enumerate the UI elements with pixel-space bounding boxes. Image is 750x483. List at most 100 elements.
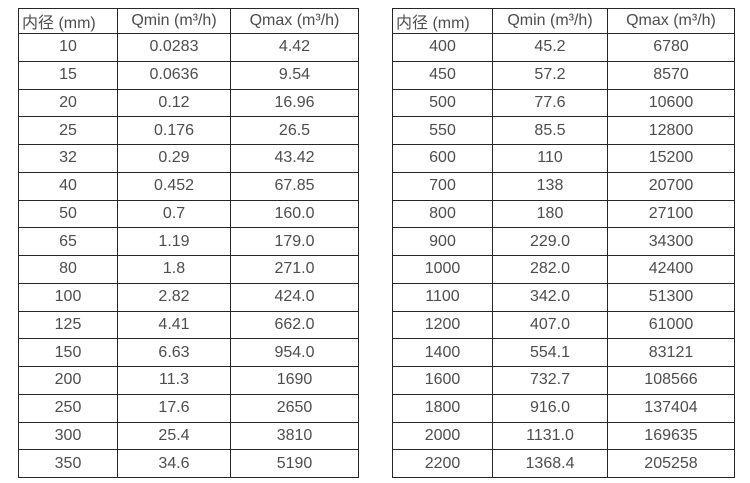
qmax-cell: 179.0	[230, 227, 359, 256]
table-row: 400 45.2 6780	[392, 33, 735, 62]
table-row: 25 0.176 26.5	[18, 116, 359, 145]
table-row: 350 34.6 5190	[18, 449, 359, 478]
table-row: 150 6.63 954.0	[18, 338, 359, 367]
qmax-cell: 61000	[607, 310, 735, 340]
flow-spec-table-small-diameters: 内径 (mm) Qmin (m³/h) Qmax (m³/h) 10 0.0283…	[18, 8, 359, 478]
qmin-cell: 0.176	[117, 116, 231, 145]
qmax-cell: 8570	[607, 60, 735, 90]
diameter-cell: 50	[18, 199, 118, 229]
qmin-cell: 2.82	[117, 282, 231, 312]
qmin-cell: 6.63	[117, 338, 231, 367]
table-row: 800 180 27100	[392, 199, 735, 229]
diameter-cell: 1400	[392, 338, 493, 367]
table-row: 125 4.41 662.0	[18, 310, 359, 340]
qmin-cell: 4.41	[117, 310, 231, 340]
qmax-cell: 27100	[607, 199, 735, 229]
qmax-cell: 43.42	[230, 144, 359, 173]
diameter-cell: 1800	[392, 393, 493, 423]
diameter-cell: 500	[392, 88, 493, 118]
table-row: 80 1.8 271.0	[18, 255, 359, 284]
qmax-cell: 3810	[230, 421, 359, 451]
qmin-cell: 1.19	[117, 227, 231, 256]
qmax-cell: 42400	[607, 255, 735, 284]
table-row: 20 0.12 16.96	[18, 88, 359, 118]
qmin-cell: 180	[492, 199, 608, 229]
qmin-cell: 138	[492, 171, 608, 201]
qmin-cell: 229.0	[492, 227, 608, 256]
diameter-cell: 900	[392, 227, 493, 256]
qmax-cell: 51300	[607, 282, 735, 312]
diameter-cell: 400	[392, 33, 493, 62]
diameter-cell: 200	[18, 366, 118, 395]
diameter-column-header: 内径 (mm)	[392, 8, 493, 34]
diameter-cell: 25	[18, 116, 118, 145]
table-row: 15 0.0636 9.54	[18, 60, 359, 90]
qmax-cell: 26.5	[230, 116, 359, 145]
qmax-cell: 34300	[607, 227, 735, 256]
header-row: 内径 (mm) Qmin (m³/h) Qmax (m³/h)	[18, 8, 359, 34]
qmax-cell: 12800	[607, 116, 735, 145]
diameter-cell: 550	[392, 116, 493, 145]
qmin-cell: 1368.4	[492, 449, 608, 478]
diameter-cell: 800	[392, 199, 493, 229]
qmin-column-header: Qmin (m³/h)	[492, 8, 608, 34]
diameter-cell: 2000	[392, 421, 493, 451]
diameter-cell: 600	[392, 144, 493, 173]
diameter-cell: 32	[18, 144, 118, 173]
qmax-cell: 424.0	[230, 282, 359, 312]
diameter-cell: 1200	[392, 310, 493, 340]
table-row: 2000 1131.0 169635	[392, 421, 735, 451]
qmin-cell: 0.0636	[117, 60, 231, 90]
qmin-cell: 77.6	[492, 88, 608, 118]
qmax-cell: 5190	[230, 449, 359, 478]
table-row: 700 138 20700	[392, 171, 735, 201]
qmax-cell: 137404	[607, 393, 735, 423]
qmin-cell: 0.29	[117, 144, 231, 173]
table-row: 2200 1368.4 205258	[392, 449, 735, 478]
table-row: 40 0.452 67.85	[18, 171, 359, 201]
diameter-cell: 1600	[392, 366, 493, 395]
qmax-cell: 2650	[230, 393, 359, 423]
diameter-column-header: 内径 (mm)	[18, 8, 118, 34]
qmin-cell: 1131.0	[492, 421, 608, 451]
qmin-cell: 282.0	[492, 255, 608, 284]
table-row: 1400 554.1 83121	[392, 338, 735, 367]
table-row: 1200 407.0 61000	[392, 310, 735, 340]
table-row: 1000 282.0 42400	[392, 255, 735, 284]
table-row: 65 1.19 179.0	[18, 227, 359, 256]
table-row: 200 11.3 1690	[18, 366, 359, 395]
diameter-cell: 1000	[392, 255, 493, 284]
flow-spec-table-large-diameters: 内径 (mm) Qmin (m³/h) Qmax (m³/h) 400 45.2 6…	[392, 8, 735, 478]
qmax-cell: 160.0	[230, 199, 359, 229]
table-row: 50 0.7 160.0	[18, 199, 359, 229]
qmax-cell: 10600	[607, 88, 735, 118]
diameter-cell: 10	[18, 33, 118, 62]
diameter-cell: 100	[18, 282, 118, 312]
table-row: 250 17.6 2650	[18, 393, 359, 423]
qmax-column-header: Qmax (m³/h)	[230, 8, 359, 34]
qmin-cell: 85.5	[492, 116, 608, 145]
qmax-cell: 271.0	[230, 255, 359, 284]
diameter-cell: 2200	[392, 449, 493, 478]
table-row: 10 0.0283 4.42	[18, 33, 359, 62]
qmin-cell: 110	[492, 144, 608, 173]
diameter-cell: 20	[18, 88, 118, 118]
diameter-cell: 40	[18, 171, 118, 201]
qmin-cell: 0.12	[117, 88, 231, 118]
table-row: 300 25.4 3810	[18, 421, 359, 451]
diameter-cell: 125	[18, 310, 118, 340]
qmax-cell: 67.85	[230, 171, 359, 201]
diameter-cell: 700	[392, 171, 493, 201]
diameter-cell: 65	[18, 227, 118, 256]
qmin-cell: 554.1	[492, 338, 608, 367]
diameter-cell: 450	[392, 60, 493, 90]
qmin-cell: 1.8	[117, 255, 231, 284]
table-row: 1100 342.0 51300	[392, 282, 735, 312]
qmin-cell: 34.6	[117, 449, 231, 478]
qmax-cell: 16.96	[230, 88, 359, 118]
qmin-cell: 732.7	[492, 366, 608, 395]
qmin-cell: 0.7	[117, 199, 231, 229]
table-row: 100 2.82 424.0	[18, 282, 359, 312]
qmax-cell: 15200	[607, 144, 735, 173]
table-row: 600 110 15200	[392, 144, 735, 173]
